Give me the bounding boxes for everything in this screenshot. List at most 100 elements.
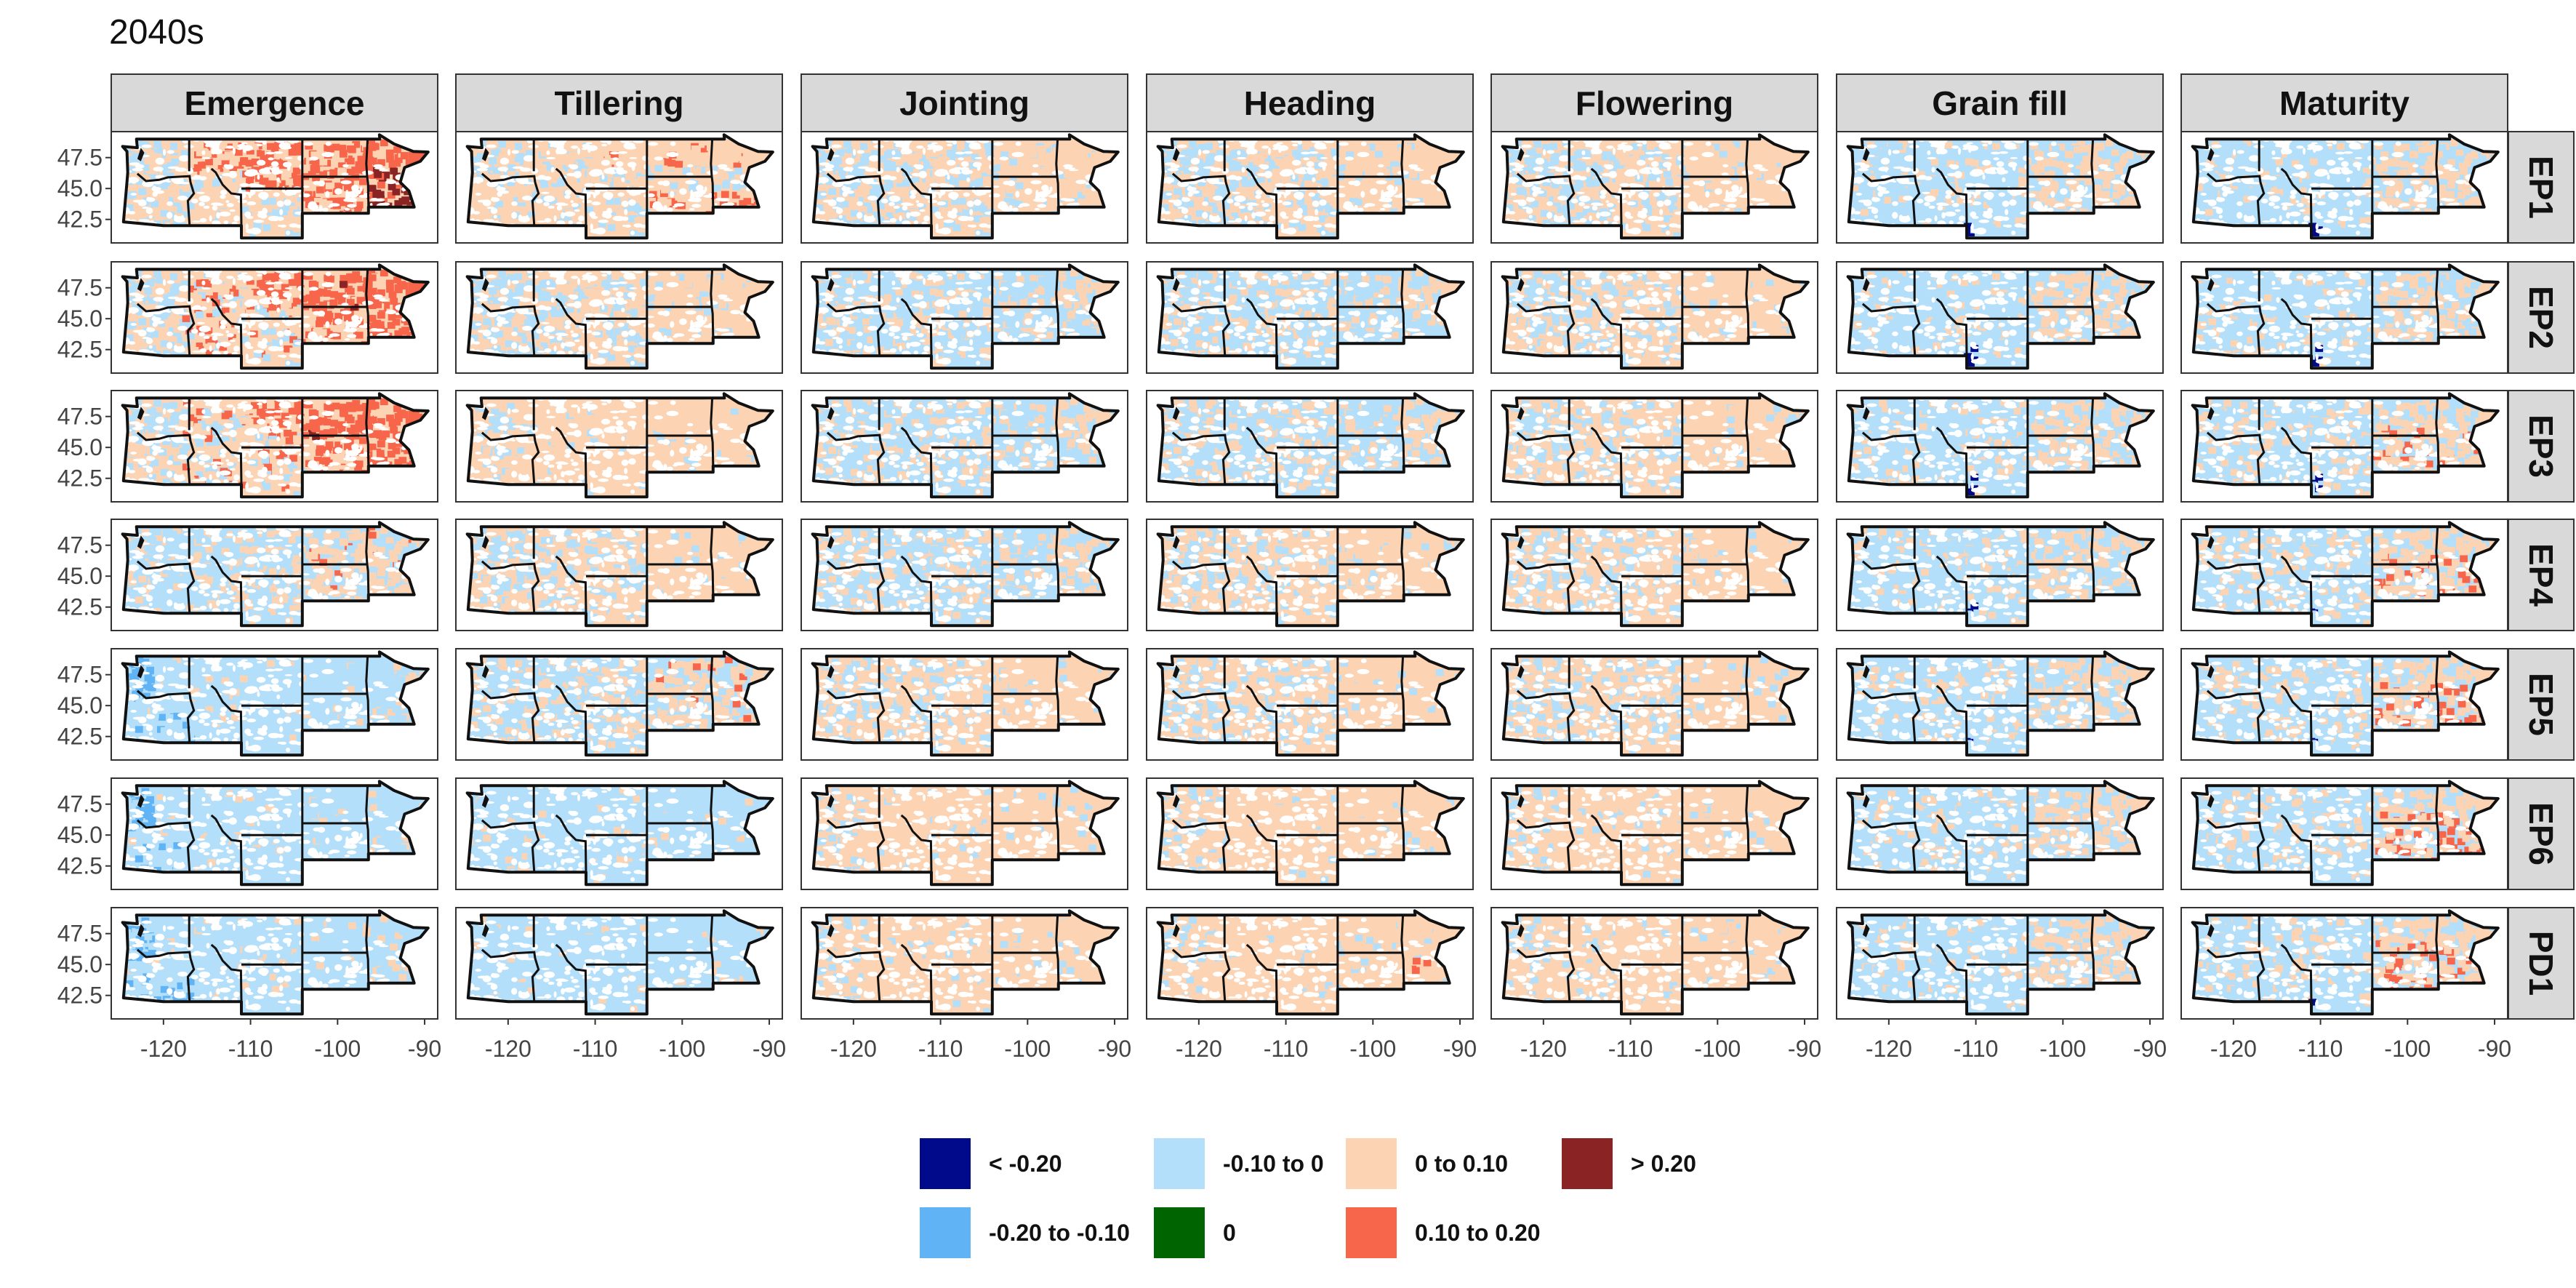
map-panel-pd1-flowering: -120 -110 -100 -90 <box>1490 907 1821 1062</box>
facet-header-tillering <box>455 73 783 133</box>
x-tick-label: -100 <box>659 1036 705 1062</box>
facet-header-label: Jointing <box>899 84 1030 122</box>
x-tick-label: -90 <box>408 1036 441 1062</box>
map-panel-ep6-emergence: 47.5 45.0 42.5 <box>57 777 438 890</box>
x-tick-label: -90 <box>1098 1036 1131 1062</box>
legend-label: 0.10 to 0.20 <box>1415 1220 1541 1246</box>
y-tick-label: 45.0 <box>57 175 103 201</box>
legend-label: 0 <box>1223 1220 1236 1246</box>
x-tick-label: -110 <box>573 1036 618 1062</box>
legend-swatch <box>1154 1138 1205 1189</box>
map-panel-ep6-grain-fill <box>1836 777 2164 890</box>
y-tick-label: 42.5 <box>57 465 103 492</box>
legend-swatch <box>1562 1138 1613 1189</box>
map-panel-ep6-heading <box>1146 777 1474 890</box>
facet-header-emergence <box>111 73 438 133</box>
y-tick-label: 45.0 <box>57 822 103 848</box>
map-panel-ep3-flowering <box>1490 390 1818 503</box>
map-panel-ep2-tillering <box>455 261 783 374</box>
map-panel-ep1-maturity <box>2180 131 2508 244</box>
legend-swatch <box>1346 1138 1397 1189</box>
y-tick-label: 42.5 <box>57 983 103 1009</box>
y-tick-label: 42.5 <box>57 594 103 620</box>
map-panel-ep6-maturity <box>2180 777 2508 890</box>
map-panel-ep4-grain-fill <box>1836 519 2164 631</box>
legend: < -0.20 -0.20 to -0.10 -0.10 to 0 0 0 to 0.1… <box>920 1138 1696 1258</box>
map-panel-ep1-grain-fill <box>1836 131 2164 244</box>
map-panel-ep6-flowering <box>1490 777 1818 890</box>
facet-header-label: Heading <box>1244 84 1376 122</box>
facet-strip-pd1 <box>2508 907 2575 1020</box>
map-panel-ep5-heading <box>1146 648 1474 761</box>
map-panel-ep4-emergence: 47.5 45.0 42.5 <box>57 519 438 631</box>
page-title: 2040s <box>109 13 204 52</box>
x-tick-label: -120 <box>1176 1036 1222 1062</box>
x-tick-label: -100 <box>2384 1036 2431 1062</box>
facet-strip-ep5 <box>2508 648 2575 761</box>
map-panel-pd1-emergence: 47.5 45.0 42.5 -120 -110 -100 -90 <box>57 907 441 1062</box>
legend-label: -0.20 to -0.10 <box>989 1220 1130 1246</box>
map-panel-ep2-emergence: 47.5 45.0 42.5 <box>57 261 438 374</box>
y-tick-label: 42.5 <box>57 724 103 750</box>
map-panel-ep1-emergence: 47.5 45.0 42.5 <box>57 131 438 244</box>
x-tick-label: -120 <box>140 1036 187 1062</box>
x-tick-label: -120 <box>830 1036 877 1062</box>
map-panel-ep1-flowering <box>1490 131 1818 244</box>
map-panel-ep3-tillering <box>455 390 783 503</box>
x-tick-label: -100 <box>1004 1036 1051 1062</box>
y-tick-label: 47.5 <box>57 921 103 947</box>
facet-header-label: Grain fill <box>1932 84 2068 122</box>
map-panel-ep2-grain-fill <box>1836 261 2164 374</box>
facet-strip-label: EP5 <box>2522 673 2560 736</box>
facet-strip-ep6 <box>2508 777 2575 890</box>
x-tick-label: -110 <box>2298 1036 2343 1062</box>
map-panel-ep1-heading <box>1146 131 1474 244</box>
map-panel-ep4-jointing <box>801 519 1128 631</box>
facet-strip-ep3 <box>2508 390 2575 503</box>
map-panel-ep6-tillering <box>455 777 783 890</box>
x-tick-label: -90 <box>1788 1036 1821 1062</box>
facet-header-label: Flowering <box>1576 84 1733 122</box>
facet-strip-ep4 <box>2508 519 2575 631</box>
x-tick-label: -120 <box>1866 1036 1912 1062</box>
map-panel-ep3-grain-fill <box>1836 390 2164 503</box>
map-panel-ep4-flowering <box>1490 519 1818 631</box>
y-tick-label: 42.5 <box>57 207 103 233</box>
map-panel-ep2-maturity <box>2180 261 2508 374</box>
map-panel-ep5-jointing <box>801 648 1128 761</box>
map-panel-ep5-flowering <box>1490 648 1818 761</box>
legend-swatch <box>920 1138 971 1189</box>
map-panel-ep3-heading <box>1146 390 1474 503</box>
x-tick-label: -90 <box>2133 1036 2167 1062</box>
legend-label: > 0.20 <box>1631 1151 1696 1177</box>
y-tick-label: 45.0 <box>57 563 103 589</box>
y-tick-label: 42.5 <box>57 853 103 879</box>
facet-strip-label: EP3 <box>2522 415 2560 478</box>
map-panel-ep5-grain-fill <box>1836 648 2164 761</box>
x-tick-label: -100 <box>1349 1036 1396 1062</box>
map-panel-ep2-flowering <box>1490 261 1818 374</box>
x-tick-label: -110 <box>228 1036 273 1062</box>
map-panel-ep4-heading <box>1146 519 1474 631</box>
y-tick-label: 45.0 <box>57 692 103 719</box>
x-tick-label: -120 <box>2210 1036 2257 1062</box>
facet-strip-label: EP1 <box>2522 156 2560 219</box>
map-panel-pd1-maturity: -120 -110 -100 -90 <box>2180 907 2511 1062</box>
legend-label: < -0.20 <box>989 1151 1062 1177</box>
x-tick-label: -110 <box>1954 1036 1999 1062</box>
legend-label: -0.10 to 0 <box>1223 1151 1324 1177</box>
y-tick-label: 47.5 <box>57 532 103 559</box>
facet-header-grain-fill <box>1836 73 2164 133</box>
y-tick-label: 45.0 <box>57 951 103 977</box>
map-panel-ep5-tillering <box>455 648 783 761</box>
x-tick-label: -110 <box>1264 1036 1309 1062</box>
x-tick-label: -120 <box>1520 1036 1567 1062</box>
map-panel-pd1-jointing: -120 -110 -100 -90 <box>801 907 1131 1062</box>
map-panel-pd1-heading: -120 -110 -100 -90 <box>1146 907 1477 1062</box>
x-tick-label: -110 <box>1608 1036 1653 1062</box>
map-panel-ep5-maturity <box>2180 648 2508 761</box>
map-panel-ep4-tillering <box>455 519 783 631</box>
x-tick-label: -90 <box>1443 1036 1477 1062</box>
facet-strip-label: PD1 <box>2522 931 2560 996</box>
